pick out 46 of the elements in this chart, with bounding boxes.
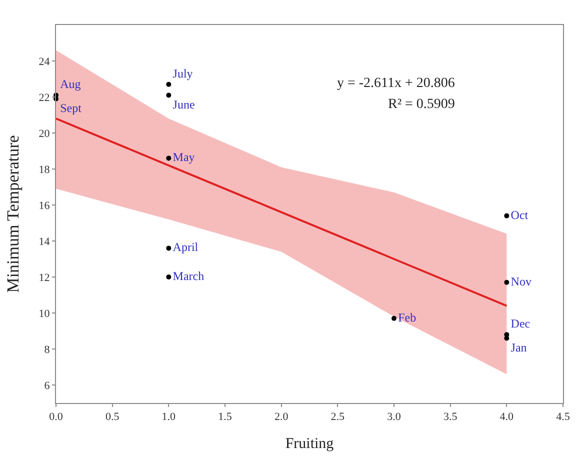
data-label: July xyxy=(172,66,193,80)
x-tick-label: 1.0 xyxy=(162,411,176,424)
y-tick-label: 20 xyxy=(38,128,50,140)
data-label: Nov xyxy=(510,274,532,288)
point xyxy=(166,92,172,98)
x-tick-label: 1.5 xyxy=(218,411,232,424)
x-axis-title: Fruiting xyxy=(285,436,334,452)
point xyxy=(166,246,172,251)
y-axis-title: Minimum Temperature xyxy=(3,135,22,293)
point xyxy=(504,213,510,218)
data-label: April xyxy=(172,240,199,254)
y-tick-label: 22 xyxy=(38,92,50,104)
y-tick-label: 16 xyxy=(38,200,50,212)
data-label: Dec xyxy=(510,316,530,330)
line-series xyxy=(56,118,508,307)
x-tick-label: 0.5 xyxy=(105,411,120,424)
x-tick-label: 3.5 xyxy=(443,411,458,424)
y-tick-label: 24 xyxy=(38,56,50,68)
annotation: R² = 0.5909 xyxy=(388,97,455,112)
data-label: Sept xyxy=(60,100,82,115)
y-tick-label: 6 xyxy=(44,380,50,392)
y-tick-label: 12 xyxy=(38,272,50,284)
x-tick-label: 0.0 xyxy=(49,411,64,424)
data-label: Oct xyxy=(510,208,529,222)
data-label: Aug xyxy=(60,77,81,92)
data-label: May xyxy=(172,150,195,164)
point xyxy=(392,316,396,321)
y-tick-label: 10 xyxy=(38,308,50,320)
x-tick-label: 3.0 xyxy=(387,411,402,424)
x-tick-label: 2.0 xyxy=(274,411,289,424)
y-tick-label: 8 xyxy=(44,344,50,356)
data-label: June xyxy=(172,97,195,112)
data-label: Feb xyxy=(398,310,416,324)
y-tick-label: 18 xyxy=(38,164,50,176)
data-label: March xyxy=(172,269,204,283)
point xyxy=(504,336,510,341)
point xyxy=(166,82,172,87)
point xyxy=(166,274,172,280)
x-tick-label: 2.5 xyxy=(330,411,346,424)
y-tick-label: 14 xyxy=(38,236,50,248)
x-tick-label: 4.5 xyxy=(556,411,570,424)
annotation: y = -2.611x + 20.806 xyxy=(337,76,455,91)
point xyxy=(504,280,510,285)
data-label: Jan xyxy=(510,340,527,354)
point xyxy=(166,156,172,161)
x-tick-label: 4.0 xyxy=(500,411,514,424)
